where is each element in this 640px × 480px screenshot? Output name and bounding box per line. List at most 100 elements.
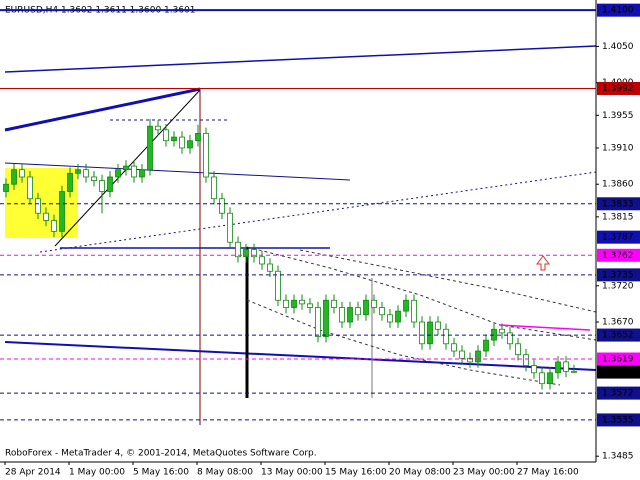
candle-body [227, 212, 233, 243]
candle-body [515, 343, 521, 356]
candle-body [43, 212, 49, 221]
level-label: 1.3833 [602, 199, 634, 209]
candle-body [507, 332, 513, 345]
candle-body [371, 299, 377, 308]
x-tick-label: 1 May 00:00 [69, 468, 125, 478]
level-label: 1.3535 [602, 415, 634, 425]
candle-body [315, 307, 321, 337]
level-label: 1.3601 [602, 368, 634, 378]
candle-body [91, 176, 97, 181]
candle-body [75, 169, 81, 174]
candle-body [171, 136, 177, 142]
candle-body [123, 165, 129, 171]
x-tick-label: 20 May 08:00 [389, 468, 451, 478]
candle-body [163, 129, 169, 142]
level-label: 1.4100 [602, 6, 634, 16]
candle-body [291, 299, 297, 308]
level-label: 1.3992 [602, 84, 634, 94]
candle-body [131, 165, 137, 178]
candle-body [155, 125, 161, 131]
y-tick-label: 1.3720 [602, 281, 634, 291]
candle-body [387, 314, 393, 323]
channel-line [246, 299, 561, 386]
y-tick-label: 1.4050 [602, 42, 634, 52]
level-label-box [597, 328, 640, 342]
candle-body [411, 299, 417, 323]
candle-body [523, 354, 529, 366]
candle-body [211, 176, 217, 200]
candle-body [419, 321, 425, 345]
level-label: 1.3787 [602, 233, 634, 243]
candle-body [35, 198, 41, 214]
level-label: 1.3735 [602, 270, 634, 280]
candle-body [395, 310, 401, 323]
candle-body [11, 169, 17, 185]
candle-body [443, 328, 449, 345]
level-label-box [597, 197, 640, 211]
candle-body [547, 372, 553, 385]
channel-line [299, 249, 597, 313]
candle-body [379, 307, 385, 316]
candle-body [243, 249, 249, 258]
candle-body [339, 307, 345, 323]
candle-body [19, 169, 25, 178]
candle-body [531, 365, 537, 374]
candle-body [147, 125, 153, 171]
footer: RoboForex - MetaTrader 4, © 2001-2014, M… [5, 449, 317, 459]
level-label: 1.3762 [602, 251, 634, 261]
level-label-box [597, 365, 640, 379]
candle-body [347, 307, 353, 323]
candle-body [275, 270, 281, 301]
x-tick-label: 13 May 00:00 [261, 468, 323, 478]
candle-body [3, 183, 9, 192]
x-tick-label: 15 May 16:00 [325, 468, 387, 478]
trend-line [39, 171, 597, 253]
candle-body [331, 299, 337, 308]
target-line [499, 324, 591, 331]
candle-body [187, 140, 193, 149]
candle-body [323, 299, 329, 337]
y-tick-label: 1.3485 [602, 452, 634, 462]
candle-body [363, 299, 369, 316]
x-tick-label: 5 May 16:00 [133, 468, 189, 478]
level-label-box [597, 230, 640, 244]
candle-body [235, 241, 241, 258]
candle-body [307, 303, 313, 308]
candle-body [179, 136, 185, 149]
candle-body [219, 198, 225, 214]
level-label-box [597, 81, 640, 95]
y-tick-label: 1.3670 [602, 318, 634, 328]
y-tick-label: 1.3815 [602, 212, 634, 222]
candle-body [283, 299, 289, 308]
candle-body [299, 299, 305, 305]
candle-body [355, 307, 361, 316]
candle-body [427, 321, 433, 345]
trend-line [4, 341, 597, 371]
candle-body [467, 357, 473, 363]
x-tick-label: 23 May 00:00 [453, 468, 515, 478]
level-label: 1.3619 [602, 355, 634, 365]
candle-body [571, 370, 577, 373]
trend-line [4, 162, 351, 181]
candle-body [539, 372, 545, 385]
trend-line [4, 87, 201, 132]
highlight-box [5, 168, 78, 238]
y-tick-label: 1.3910 [602, 143, 634, 153]
candle-body [83, 169, 89, 178]
level-label-box [597, 268, 640, 282]
candle-body [555, 361, 561, 374]
x-tick-label: 27 May 16:00 [517, 468, 579, 478]
candle-body [139, 169, 145, 178]
candle-body [51, 220, 57, 232]
level-label: 1.3652 [602, 331, 634, 341]
candle-body [107, 176, 113, 192]
candle-body [251, 249, 257, 258]
x-tick-label: 28 Apr 2014 [5, 468, 61, 478]
level-label: 1.3572 [602, 389, 634, 399]
candle-body [403, 299, 409, 312]
level-label-box [597, 352, 640, 366]
up-arrow [536, 255, 550, 271]
analysis-drawings [4, 45, 597, 425]
